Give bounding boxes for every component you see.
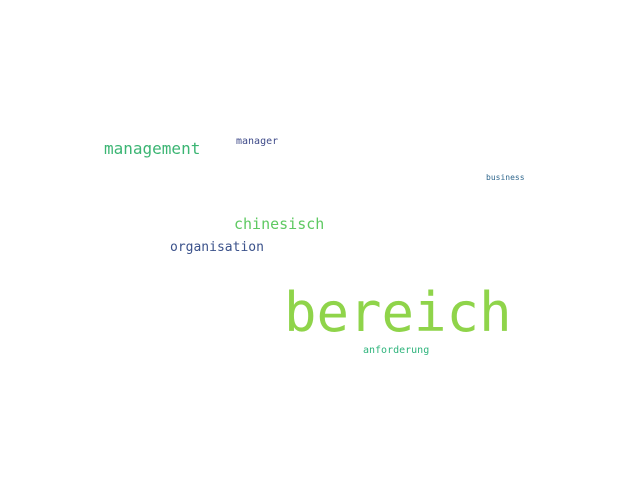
word-anforderung: anforderung [363, 345, 430, 356]
word-manager: manager [236, 136, 279, 147]
word-management: management [104, 139, 201, 158]
word-business: business [486, 173, 525, 182]
word-chinesisch: chinesisch [234, 215, 325, 233]
word-organisation: organisation [170, 240, 264, 255]
word-bereich: bereich [284, 281, 512, 344]
